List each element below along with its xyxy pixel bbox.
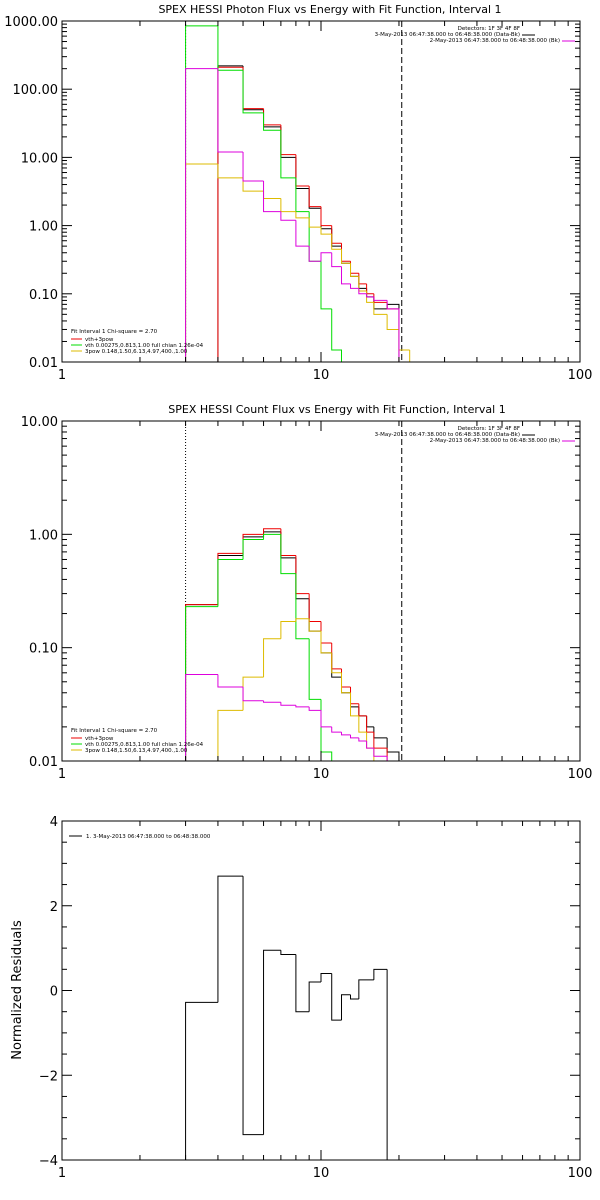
count-y-tick-label: 0.01 bbox=[29, 755, 58, 770]
photon-series-3pow bbox=[185, 163, 425, 362]
count-series-3pow bbox=[217, 618, 388, 761]
residuals-plot-area bbox=[185, 875, 400, 1160]
count-series-bk bbox=[185, 673, 400, 761]
count-y-tick-label: 10.00 bbox=[21, 415, 58, 430]
residuals-legend-text: 1. 3-May-2013 06:47:38.000 to 06:48:38.0… bbox=[86, 834, 211, 840]
count-x-tick-label: 1 bbox=[58, 767, 66, 782]
photon-series-vth bbox=[185, 25, 343, 362]
photon-legend-line-2: vth+3pow bbox=[85, 337, 114, 343]
count-legend-line-3: vth 0.00275,0.813,1.00 full chian 1.26e-… bbox=[85, 742, 204, 748]
count-x-tick-label: 10 bbox=[313, 767, 330, 782]
count-y-tick-label: 1.00 bbox=[29, 528, 58, 543]
residuals-y-tick-label: 0 bbox=[50, 985, 58, 1000]
photon-legend-line-3: vth 0.00275,0.813,1.00 full chian 1.26e-… bbox=[85, 343, 204, 349]
photon-x-tick-label: 10 bbox=[313, 368, 330, 383]
residuals-y-tick-label: 4 bbox=[50, 815, 58, 830]
residuals-x-tick-label: 10 bbox=[313, 1166, 330, 1181]
residuals-panel: 1 10 100 −4 −2 0 2 4 Normalized Residuals 1. 3-… bbox=[10, 815, 593, 1181]
count-legend: Fit Interval 1 Chi-square = 2.70 vth+3po… bbox=[71, 728, 204, 754]
residuals-series-1-3-may-2013-06-47-38-000-to-06-48-38-000 bbox=[185, 875, 400, 1160]
residuals-x-tick-label: 100 bbox=[568, 1166, 593, 1181]
photon-series-bk bbox=[185, 68, 400, 362]
photon-legend-line-4: 3pow 0.148,1.50,6.13,4.97,400.,1.00 bbox=[85, 349, 188, 355]
photon-legend: Fit Interval 1 Chi-square = 2.70 vth+3po… bbox=[71, 329, 204, 355]
photon-header-line-3: 2-May-2013 06:47:38.000 to 06:48:38.000 … bbox=[430, 38, 560, 44]
count-header-line-2: 3-May-2013 06:47:38.000 to 06:48:38.000 … bbox=[375, 432, 520, 438]
residuals-y-axis-label: Normalized Residuals bbox=[10, 920, 25, 1060]
residuals-y-tick-label: −4 bbox=[39, 1154, 58, 1169]
photon-x-tick-label: 1 bbox=[58, 368, 66, 383]
photon-flux-panel: SPEX HESSI Photon Flux vs Energy with Fi… bbox=[4, 3, 592, 383]
photon-y-tick-label: 1.00 bbox=[29, 220, 58, 235]
count-legend-line-1: Fit Interval 1 Chi-square = 2.70 bbox=[71, 728, 158, 734]
count-axes: 1 10 100 0.01 0.10 1.00 10.00 bbox=[21, 415, 593, 782]
photon-legend-line-1: Fit Interval 1 Chi-square = 2.70 bbox=[71, 329, 158, 335]
photon-header-text: Detectors: 1F 3F 4F 8F 3-May-2013 06:47:… bbox=[375, 26, 575, 44]
residuals-x-tick-label: 1 bbox=[58, 1166, 66, 1181]
photon-header-line-2: 3-May-2013 06:47:38.000 to 06:48:38.000 … bbox=[375, 32, 520, 38]
count-legend-line-4: 3pow 0.148,1.50,6.13,4.97,400.,1.00 bbox=[85, 748, 188, 754]
photon-y-tick-label: 0.10 bbox=[29, 288, 58, 303]
photon-series-data-bk bbox=[217, 65, 400, 362]
photon-series-vth-3pow bbox=[217, 66, 400, 362]
count-legend-line-2: vth+3pow bbox=[85, 736, 114, 742]
photon-y-tick-label: 100.00 bbox=[13, 83, 59, 98]
count-y-tick-label: 0.10 bbox=[29, 642, 58, 657]
photon-axes: 1 10 100 0.01 0.10 1.00 10.00 100.00 1000.00 bbox=[4, 15, 592, 383]
photon-y-tick-label: 0.01 bbox=[29, 356, 58, 371]
count-chart-title: SPEX HESSI Count Flux vs Energy with Fit… bbox=[168, 403, 505, 416]
count-header-line-3: 2-May-2013 06:47:38.000 to 06:48:38.000 … bbox=[430, 438, 560, 444]
photon-chart-title: SPEX HESSI Photon Flux vs Energy with Fi… bbox=[158, 3, 501, 16]
photon-x-tick-label: 100 bbox=[568, 368, 593, 383]
count-plot-area bbox=[185, 421, 403, 761]
photon-plot-frame bbox=[61, 20, 581, 363]
count-series-vth bbox=[185, 533, 333, 761]
count-header-line-1: Detectors: 1F 3F 4F 8F bbox=[458, 426, 520, 432]
count-flux-panel: SPEX HESSI Count Flux vs Energy with Fit… bbox=[21, 403, 593, 782]
residuals-plot-frame bbox=[61, 820, 581, 1161]
residuals-axes: 1 10 100 −4 −2 0 2 4 bbox=[39, 815, 593, 1181]
photon-header-line-1: Detectors: 1F 3F 4F 8F bbox=[458, 26, 520, 32]
residuals-y-tick-label: −2 bbox=[39, 1069, 58, 1084]
photon-y-tick-label: 10.00 bbox=[21, 151, 58, 166]
photon-plot-area bbox=[185, 21, 425, 362]
residuals-legend: 1. 3-May-2013 06:47:38.000 to 06:48:38.0… bbox=[69, 834, 211, 840]
count-x-tick-label: 100 bbox=[568, 767, 593, 782]
count-header-text: Detectors: 1F 3F 4F 8F 3-May-2013 06:47:… bbox=[375, 426, 575, 444]
photon-y-tick-label: 1000.00 bbox=[4, 15, 58, 30]
residuals-y-tick-label: 2 bbox=[50, 900, 58, 915]
